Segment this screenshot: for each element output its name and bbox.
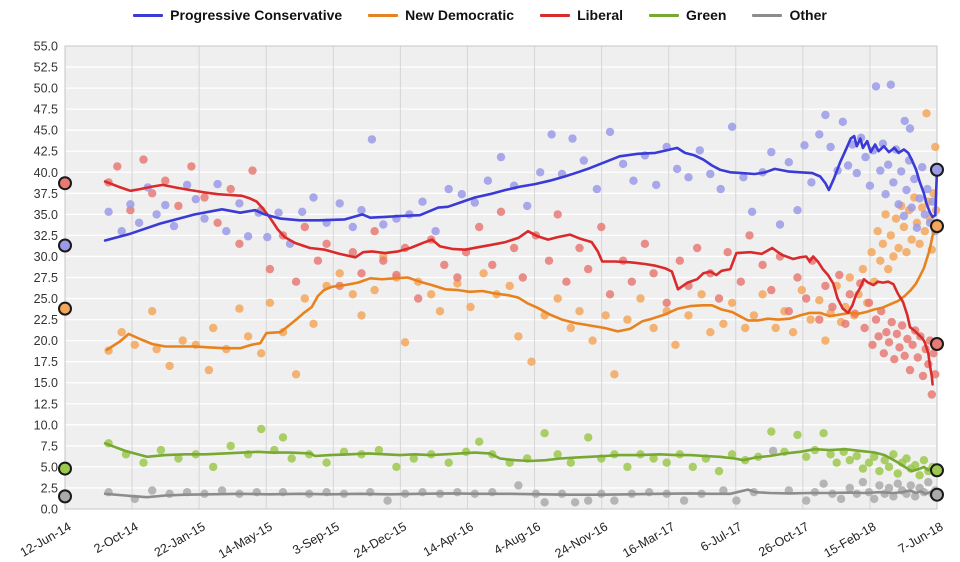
x-tick-label: 3-Sep-15 xyxy=(290,519,342,557)
legend-label-liberal: Liberal xyxy=(577,7,623,23)
election-markers-green xyxy=(58,461,944,478)
legend-line-pc xyxy=(133,13,164,17)
x-tick-label: 26-Oct-17 xyxy=(756,519,811,559)
x-tick-label: 4-Aug-16 xyxy=(491,519,543,557)
y-tick-label: 12.5 xyxy=(34,397,58,411)
y-tick-label: 22.5 xyxy=(34,313,58,327)
trend-line-liberal xyxy=(103,180,934,386)
legend-item-progressive-conservative: Progressive Conservative xyxy=(133,7,342,23)
election-2014-marker xyxy=(58,489,72,504)
election-2018-marker xyxy=(930,337,944,352)
legend-line-other xyxy=(752,13,783,17)
x-tick-label: 7-Jun-18 xyxy=(896,519,946,556)
x-axis-labels: 12-Jun-14 2-Oct-14 22-Jan-15 14-May-15 3-Sep… xyxy=(18,519,946,561)
y-tick-label: 45.0 xyxy=(34,124,58,138)
legend-line-liberal xyxy=(540,13,571,17)
election-markers-other xyxy=(58,487,944,504)
election-2014-marker xyxy=(58,301,72,316)
polls-progressive-conservative xyxy=(104,80,940,248)
y-tick-label: 7.5 xyxy=(41,439,58,453)
election-2018-marker xyxy=(930,162,944,177)
y-axis-labels: 0.0 2.5 5.0 7.5 10.0 12.5 15.0 17.5 20.0 22.5 25.0… xyxy=(34,40,58,517)
y-tick-label: 32.5 xyxy=(34,229,58,243)
legend-label-other: Other xyxy=(789,7,827,23)
y-tick-label: 10.0 xyxy=(34,418,58,432)
x-tick-label: 24-Dec-15 xyxy=(351,519,409,560)
y-tick-label: 30.0 xyxy=(34,250,58,264)
y-tick-label: 42.5 xyxy=(34,145,58,159)
election-2014-marker xyxy=(58,461,72,476)
y-tick-label: 37.5 xyxy=(34,187,58,201)
election-markers-new-democratic xyxy=(58,219,944,316)
trend-line-green xyxy=(103,441,937,473)
y-tick-label: 35.0 xyxy=(34,208,58,222)
legend-line-ndp xyxy=(368,13,399,17)
y-tick-label: 15.0 xyxy=(34,376,58,390)
chart-legend: Progressive Conservative New Democratic … xyxy=(0,7,960,23)
y-tick-label: 20.0 xyxy=(34,334,58,348)
y-tick-label: 47.5 xyxy=(34,103,58,117)
election-2018-marker xyxy=(930,487,944,502)
y-tick-label: 5.0 xyxy=(41,460,58,474)
x-tick-label: 12-Jun-14 xyxy=(18,519,74,559)
legend-item-other: Other xyxy=(752,7,827,23)
y-tick-label: 0.0 xyxy=(41,503,58,517)
polls-green xyxy=(104,424,940,480)
election-2018-marker xyxy=(930,219,944,234)
x-tick-label: 16-Mar-17 xyxy=(620,519,677,560)
legend-label-green: Green xyxy=(686,7,727,23)
legend-item-liberal: Liberal xyxy=(540,7,623,23)
y-tick-label: 17.5 xyxy=(34,355,58,369)
x-tick-label: 22-Jan-15 xyxy=(152,519,208,559)
election-markers-liberal xyxy=(58,176,944,352)
x-tick-label: 15-Feb-18 xyxy=(821,519,878,560)
legend-item-new-democratic: New Democratic xyxy=(368,7,514,23)
legend-line-green xyxy=(649,13,679,17)
election-markers-progressive-conservative xyxy=(58,162,944,253)
y-tick-label: 25.0 xyxy=(34,292,58,306)
x-tick-label: 6-Jul-17 xyxy=(698,519,744,554)
election-2014-marker xyxy=(58,238,72,253)
legend-label-pc: Progressive Conservative xyxy=(170,7,343,23)
legend-label-ndp: New Democratic xyxy=(405,7,515,23)
y-tick-label: 40.0 xyxy=(34,166,58,180)
y-tick-label: 50.0 xyxy=(34,82,58,96)
x-tick-label: 24-Nov-16 xyxy=(553,519,611,560)
trend-line-new-democratic xyxy=(105,225,939,352)
election-2014-marker xyxy=(58,176,72,191)
y-tick-label: 27.5 xyxy=(34,271,58,285)
plot-border xyxy=(64,45,938,510)
trend-line-progressive-conservative xyxy=(103,134,939,242)
x-tick-label: 2-Oct-14 xyxy=(91,519,140,555)
y-tick-label: 52.5 xyxy=(34,61,58,75)
x-tick-label: 14-Apr-16 xyxy=(421,519,476,559)
legend-item-green: Green xyxy=(649,7,726,23)
y-tick-label: 2.5 xyxy=(41,481,58,495)
election-2018-marker xyxy=(930,463,944,478)
x-tick-label: 14-May-15 xyxy=(216,519,275,561)
y-tick-label: 55.0 xyxy=(34,40,58,54)
trend-line-other xyxy=(103,488,937,499)
